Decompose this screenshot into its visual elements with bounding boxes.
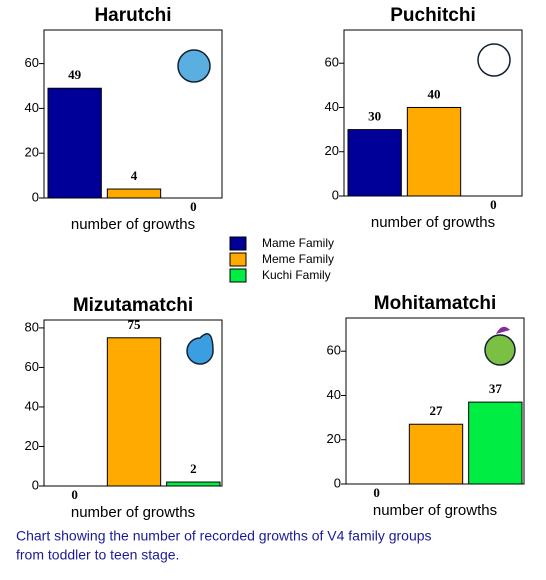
value-label: 37 — [489, 381, 503, 396]
y-tick-label: 20 — [25, 145, 39, 160]
y-tick-label: 60 — [327, 343, 341, 358]
legend-swatch — [229, 268, 247, 283]
legend-swatch — [229, 252, 247, 267]
value-label: 4 — [131, 168, 138, 183]
chart-title: Harutchi — [94, 5, 171, 26]
y-tick-label: 40 — [325, 99, 339, 114]
y-tick-label: 20 — [327, 431, 341, 446]
y-tick-label: 20 — [325, 143, 339, 158]
value-label: 0 — [71, 487, 78, 502]
bar — [347, 129, 402, 197]
value-label: 27 — [430, 403, 444, 418]
caption: from toddler to teen stage. — [16, 547, 179, 563]
y-tick-label: 0 — [32, 477, 39, 492]
x-axis-label: number of growths — [373, 502, 497, 519]
y-tick-label: 0 — [332, 187, 339, 202]
bar — [408, 423, 464, 485]
bar — [47, 87, 102, 199]
x-axis-label: number of growths — [371, 214, 495, 231]
bar — [468, 401, 523, 485]
value-label: 2 — [190, 461, 197, 476]
chart-title: Puchitchi — [390, 5, 476, 26]
y-tick-label: 80 — [25, 319, 39, 334]
y-tick-label: 20 — [25, 438, 39, 453]
mascot-icons — [177, 43, 516, 366]
legend-label: Mame Family — [262, 236, 334, 250]
y-tick-label: 40 — [25, 398, 39, 413]
y-tick-label: 40 — [327, 387, 341, 402]
y-tick-label: 60 — [325, 55, 339, 70]
caption: Chart showing the number of recorded gro… — [16, 528, 432, 544]
value-label: 49 — [68, 67, 82, 82]
y-tick-label: 0 — [334, 475, 341, 490]
y-tick-label: 40 — [25, 100, 39, 115]
chart-title: Mohitamatchi — [374, 293, 496, 314]
legend-swatch — [229, 236, 247, 251]
bar — [106, 188, 162, 199]
value-label: 0 — [373, 485, 380, 500]
legend-label: Kuchi Family — [262, 268, 331, 282]
bar — [406, 106, 462, 197]
y-tick-label: 60 — [25, 55, 39, 70]
y-tick-label: 0 — [32, 189, 39, 204]
value-label: 40 — [428, 86, 441, 101]
x-axis-label: number of growths — [71, 504, 195, 521]
value-label: 0 — [490, 197, 497, 212]
bar — [166, 481, 221, 487]
value-label: 0 — [190, 199, 197, 214]
value-label: 75 — [128, 317, 142, 332]
y-tick-label: 60 — [25, 359, 39, 374]
chart-title: Mizutamatchi — [73, 295, 193, 316]
value-label: 30 — [368, 109, 381, 124]
legend: Mame Family Meme Family Kuchi Family — [229, 236, 334, 283]
x-axis-label: number of growths — [71, 216, 195, 233]
bar — [106, 337, 162, 487]
legend-label: Meme Family — [262, 252, 334, 266]
